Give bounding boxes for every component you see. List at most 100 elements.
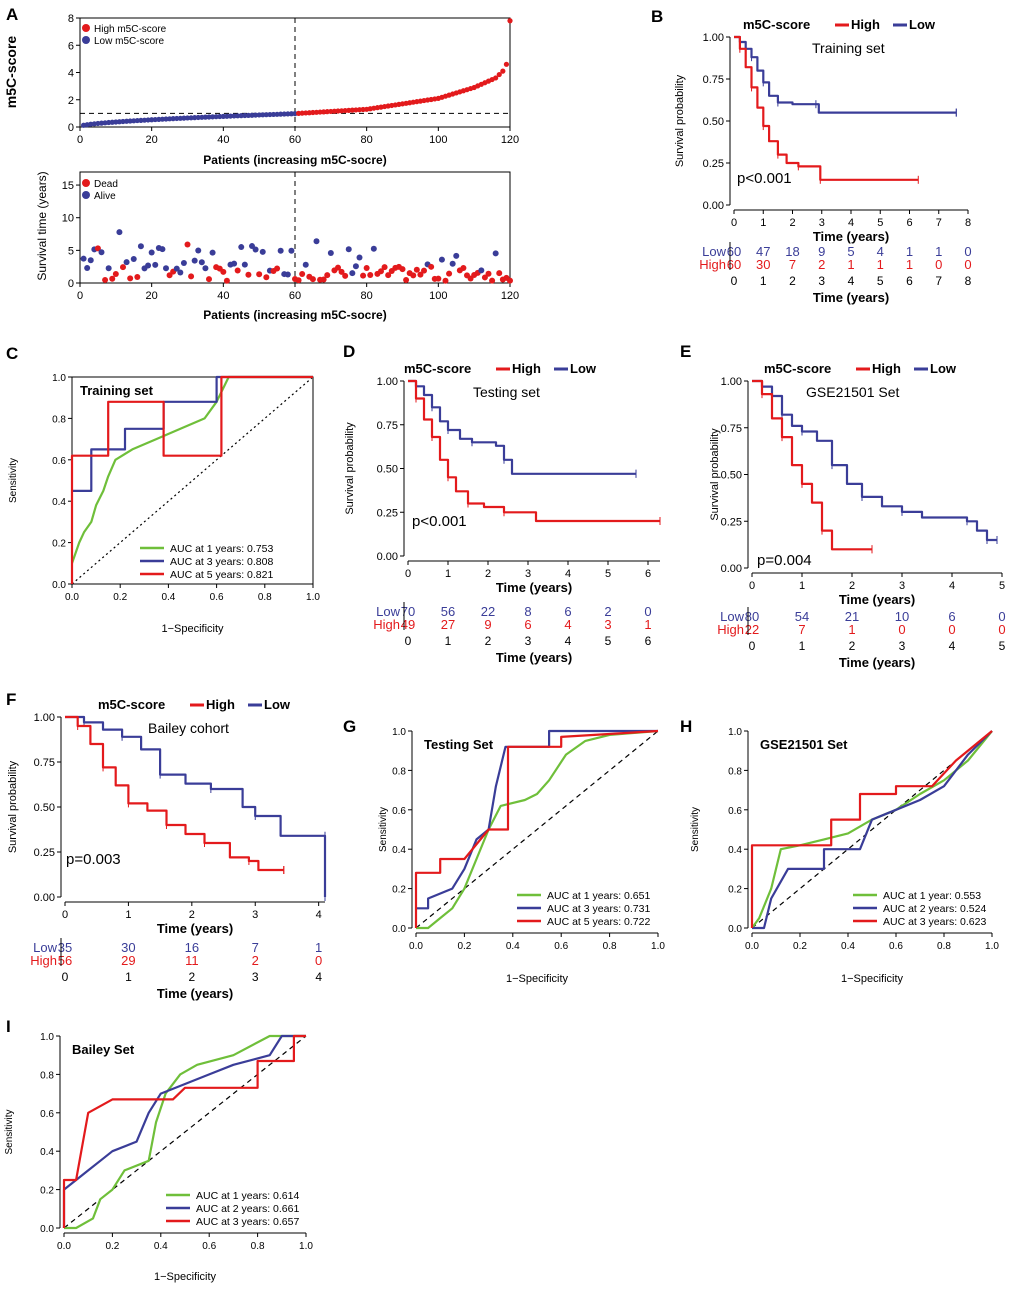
plot-title: GSE21501 Set (760, 737, 848, 752)
dead-point (485, 270, 492, 277)
risk-count: 9 (818, 244, 825, 259)
risk-count: 6 (524, 617, 531, 632)
legend-label-2: AUC at 3 years: 0.808 (170, 556, 273, 568)
roc-curve-1 (416, 729, 659, 930)
y-tick-label: 0.6 (40, 1109, 54, 1120)
risk-count: 1 (315, 940, 322, 955)
dead-point (481, 274, 488, 281)
panel-g-roc: G 0.0 0.2 0.4 0.6 0.8 1.0 0.0 0.2 0.4 0.6 0.8 1.0 Sen… (343, 717, 665, 985)
risk-count: 0 (315, 953, 322, 968)
y-tick-label: 15 (62, 180, 74, 192)
x-tick-label: 0.4 (161, 592, 175, 603)
y-tick-label: 0.0 (392, 924, 406, 935)
y-tick-label: 1.00 (703, 32, 724, 44)
risk-count: 6 (948, 609, 955, 624)
reference-diagonal (415, 730, 659, 929)
panel-label: H (680, 717, 692, 736)
y-tick-label: 0.50 (34, 802, 55, 814)
p-value: p=0.004 (757, 552, 812, 569)
x-tick-label: 0.4 (154, 1241, 168, 1252)
x-tick-label: 6 (645, 568, 651, 580)
risk-time-label: 5 (877, 274, 884, 288)
y-tick-label: 0.4 (392, 845, 406, 856)
panel-label: I (6, 1017, 11, 1036)
dead-point (256, 271, 263, 278)
risk-time-label: 0 (749, 639, 756, 653)
panel-a-survival: 0 20 40 60 80 100 120 0 5 10 15 Survival time (year… (35, 171, 519, 322)
risk-time-label: 0 (62, 970, 69, 984)
risk-count: 0 (964, 257, 971, 272)
y-tick-label: 6 (68, 40, 74, 52)
risk-row-label: Low (702, 244, 726, 259)
plot-title: GSE21501 Set (806, 384, 900, 400)
risk-count: 47 (756, 244, 770, 259)
y-tick-label: 0.8 (40, 1070, 54, 1081)
x-tick-label: 7 (936, 217, 942, 229)
dead-point (496, 270, 503, 277)
plot-title: Training set (812, 40, 885, 56)
risk-count: 2 (252, 953, 259, 968)
panel-h-roc: H 0.0 0.2 0.4 0.6 0.8 1.0 0.0 0.2 0.4 0.6 0.8 1.0 Sen… (680, 717, 999, 985)
x-tick-label: 3 (252, 909, 258, 921)
risk-time-label: 3 (252, 970, 259, 984)
x-tick-label: 6 (906, 217, 912, 229)
y-tick-label: 2 (68, 95, 74, 107)
high-score-point (503, 61, 510, 67)
legend-title: m5C-score (404, 361, 471, 376)
risk-count: 1 (935, 244, 942, 259)
dead-point (274, 265, 281, 272)
y-axis-label: Sensitivity (8, 458, 19, 503)
alive-point (98, 249, 105, 256)
x-tick-label: 0.6 (210, 592, 224, 603)
risk-count: 0 (964, 244, 971, 259)
risk-time-label: 0 (731, 274, 738, 288)
risk-time-label: 1 (760, 274, 767, 288)
y-tick-label: 8 (68, 13, 74, 25)
y-axis-label: Sensitivity (690, 807, 701, 852)
y-tick-label: 0.25 (377, 507, 398, 519)
roc-curve-2 (416, 729, 658, 910)
x-tick-label: 0.0 (57, 1241, 71, 1252)
x-axis-label: Time (years) (839, 592, 915, 607)
reference-diagonal (63, 1035, 307, 1229)
risk-table-xlabel: Time (years) (813, 290, 889, 305)
risk-count: 54 (795, 609, 809, 624)
x-tick-label: 0.2 (793, 941, 807, 952)
y-tick-label: 0.0 (40, 1224, 54, 1235)
dead-point (324, 272, 331, 279)
x-tick-label: 0.0 (745, 941, 759, 952)
dead-point (428, 263, 435, 270)
y-tick-label: 0.4 (728, 845, 742, 856)
x-tick-label: 40 (217, 134, 229, 146)
legend-low-label: Low (570, 361, 597, 376)
alive-point (80, 255, 87, 262)
x-axis-label: Time (years) (813, 229, 889, 244)
km-curve-low (752, 379, 997, 542)
dead-point (127, 275, 134, 282)
x-tick-label: 5 (999, 580, 1005, 592)
risk-count: 16 (185, 940, 199, 955)
x-tick-label: 0 (77, 134, 83, 146)
dead-point (220, 268, 227, 275)
y-axis-label: Sensitivity (4, 1109, 15, 1154)
y-tick-label: 0.50 (721, 470, 742, 482)
x-tick-label: 3 (525, 568, 531, 580)
alive-point (259, 248, 266, 255)
x-axis-label: Time (years) (157, 921, 233, 936)
dead-point (299, 271, 306, 278)
alive-point (370, 245, 377, 252)
dead-point (112, 271, 119, 278)
x-tick-label: 1 (760, 217, 766, 229)
km-curve-high (65, 715, 284, 872)
x-tick-label: 0 (62, 909, 68, 921)
y-tick-label: 0 (68, 122, 74, 134)
legend-label-2: AUC at 2 years: 0.524 (883, 903, 986, 915)
x-tick-label: 1.0 (306, 592, 320, 603)
risk-count: 7 (798, 622, 805, 637)
risk-time-label: 1 (445, 634, 452, 648)
dead-point (134, 274, 141, 281)
alive-point (313, 238, 320, 245)
risk-count: 49 (401, 617, 415, 632)
x-tick-label: 0.4 (841, 941, 855, 952)
risk-count: 30 (121, 940, 135, 955)
